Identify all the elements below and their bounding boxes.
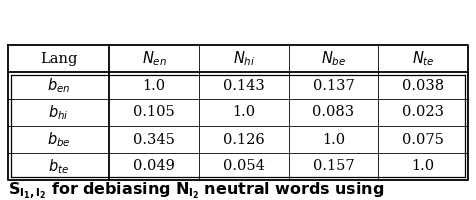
- Text: $b_{hi}$: $b_{hi}$: [49, 103, 69, 122]
- Text: 0.143: 0.143: [223, 78, 265, 92]
- Text: 1.0: 1.0: [142, 78, 166, 92]
- Text: $b_{be}$: $b_{be}$: [47, 130, 70, 149]
- Text: $N_{en}$: $N_{en}$: [141, 49, 167, 68]
- Text: 0.023: 0.023: [402, 106, 444, 119]
- Text: 0.049: 0.049: [133, 160, 175, 173]
- Text: $b_{en}$: $b_{en}$: [47, 76, 70, 95]
- Text: $\mathbf{S_{l_1,l_2}}$ $\mathbf{for\ debiasing}$ $\mathbf{N_{l_2}}$ $\mathbf{neu: $\mathbf{S_{l_1,l_2}}$ $\mathbf{for\ deb…: [8, 181, 384, 200]
- Text: 0.083: 0.083: [312, 106, 355, 119]
- Text: Lang: Lang: [40, 51, 77, 66]
- Text: 1.0: 1.0: [322, 132, 345, 146]
- Text: 0.157: 0.157: [313, 160, 354, 173]
- Text: 1.0: 1.0: [232, 106, 255, 119]
- Text: 0.126: 0.126: [223, 132, 265, 146]
- Text: $b_{te}$: $b_{te}$: [48, 157, 69, 176]
- Text: 0.054: 0.054: [223, 160, 265, 173]
- Text: 0.105: 0.105: [133, 106, 175, 119]
- Text: $N_{hi}$: $N_{hi}$: [233, 49, 255, 68]
- Text: 0.075: 0.075: [402, 132, 444, 146]
- Text: $N_{te}$: $N_{te}$: [412, 49, 435, 68]
- Text: $N_{be}$: $N_{be}$: [321, 49, 346, 68]
- Text: 0.137: 0.137: [313, 78, 354, 92]
- Text: 0.345: 0.345: [133, 132, 175, 146]
- Text: 0.038: 0.038: [402, 78, 444, 92]
- Text: 1.0: 1.0: [412, 160, 435, 173]
